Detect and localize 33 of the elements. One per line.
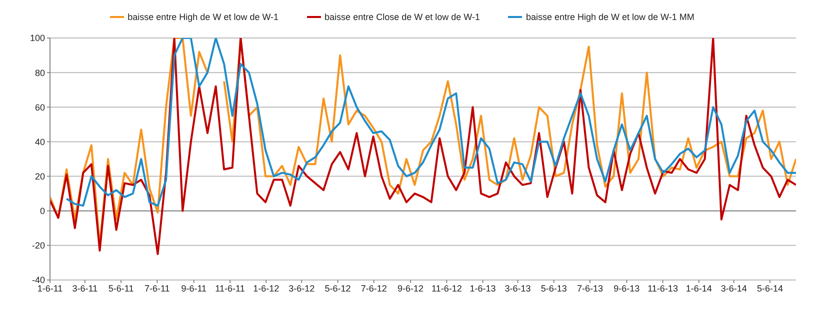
x-tick-label: 1-6-14 <box>686 283 712 294</box>
x-tick-label: 3-6-14 <box>720 283 747 294</box>
x-tick-label: 1-6-13 <box>470 283 496 294</box>
x-tick-label: 9-6-13 <box>614 283 640 294</box>
x-tick-label: 11-6-12 <box>432 283 462 294</box>
y-tick-label: 40 <box>34 136 45 147</box>
y-tick-label: 100 <box>30 33 45 44</box>
x-tick-label: 1-6-11 <box>37 283 63 294</box>
legend-label: baisse entre High de W et low de W-1 MM <box>526 12 694 22</box>
x-tick-label: 11-6-11 <box>215 283 245 294</box>
x-tick-label: 3-6-11 <box>72 283 98 294</box>
x-tick-label: 7-6-12 <box>360 283 387 294</box>
legend-label: baisse entre High de W et low de W-1 <box>128 12 279 22</box>
y-tick-label: -20 <box>32 240 45 251</box>
x-tick-label: 5-6-14 <box>756 283 783 294</box>
y-tick-label: 60 <box>34 102 45 112</box>
y-tick-label: -40 <box>32 275 45 286</box>
x-tick-label: 5-6-13 <box>540 283 567 294</box>
x-tick-label: 5-6-11 <box>108 283 134 294</box>
x-tick-label: 3-6-13 <box>504 283 531 294</box>
x-tick-label: 5-6-12 <box>324 283 351 294</box>
x-tick-label: 9-6-11 <box>181 283 207 294</box>
x-tick-label: 3-6-12 <box>288 283 315 294</box>
y-tick-label: 0 <box>40 206 45 216</box>
line-series <box>66 38 796 207</box>
x-tick-label: 7-6-11 <box>144 283 170 294</box>
x-tick-label: 11-6-13 <box>648 283 678 294</box>
y-tick-label: 20 <box>34 171 45 182</box>
x-tick-label: 9-6-12 <box>398 283 424 294</box>
x-tick-label: 1-6-12 <box>253 283 280 294</box>
x-tick-label: 7-6-13 <box>576 283 603 294</box>
y-tick-label: 80 <box>34 68 45 78</box>
legend-label: baisse entre Close de W et low de W-1 <box>324 12 480 22</box>
